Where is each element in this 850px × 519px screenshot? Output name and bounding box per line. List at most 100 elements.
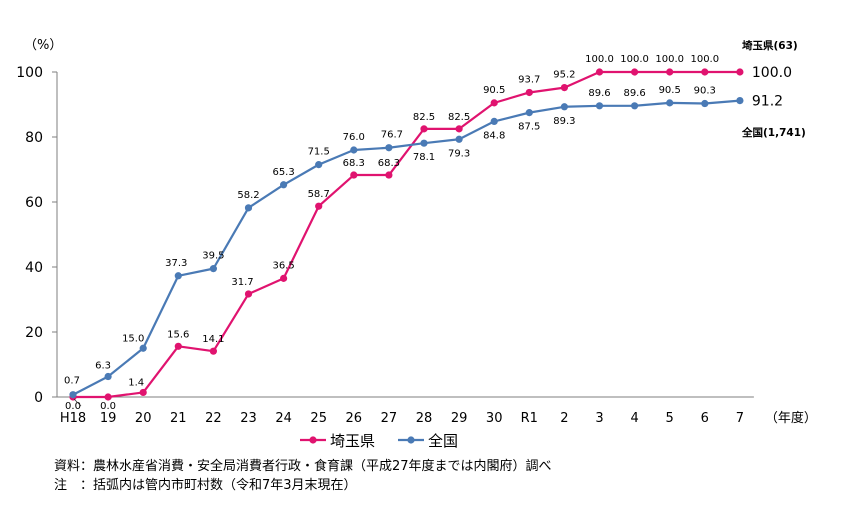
series-line-1 [72,99,740,396]
y-tick-label: 40 [25,260,43,276]
data-label: 36.5 [272,260,294,271]
data-label: 100.0 [585,54,614,65]
data-point [666,68,674,76]
data-label: 78.1 [413,152,435,163]
data-label: 84.8 [483,130,505,141]
data-point [736,97,744,105]
x-tick-label: 28 [416,411,433,426]
data-point [69,391,77,399]
data-point [701,68,709,76]
data-point [174,342,182,350]
data-point [385,144,393,152]
data-label: 76.7 [381,130,403,141]
data-label: 1.4 [128,377,144,388]
data-point [139,344,147,352]
axes [52,71,754,398]
data-point [525,88,533,97]
data-point [280,274,288,282]
series-line-0 [73,70,740,399]
data-point [560,84,569,92]
data-label: 100.0 [655,54,684,65]
data-point [280,181,288,189]
x-tick-label: 5 [666,411,674,426]
data-label: 15.0 [122,333,144,344]
data-point [244,290,253,298]
data-label: 100.0 [690,54,719,65]
data-point [315,161,323,169]
data-label: 82.5 [413,112,435,123]
legend-label: 全国 [428,432,458,450]
x-tick-label: 24 [275,411,292,426]
x-tick-label: 22 [205,411,222,426]
data-label: 82.5 [448,112,470,123]
data-point [631,102,639,110]
data-label: 68.3 [378,158,400,169]
data-label: 6.3 [95,361,111,372]
data-point [104,393,112,401]
x-tick-label: 30 [486,411,503,426]
data-label: 87.5 [518,122,540,133]
data-label: 31.7 [231,277,253,288]
legend-label: 埼玉県 [330,432,375,450]
x-tick-label: R1 [521,411,538,426]
data-label: 90.5 [659,85,681,96]
data-point [736,68,744,76]
legend-marker [309,436,317,444]
source-note: 資料：農林水産省消費・安全局消費者行政・食育課（平成27年度までは内閣府）調べ [54,459,552,474]
data-point [420,139,428,147]
series-end-label: 全国(1,741) [741,126,806,139]
legend: 埼玉県 全国 [300,432,458,450]
x-unit-label: （年度） [765,410,817,426]
x-tick-label: 4 [630,411,638,426]
data-label: 95.2 [553,70,575,81]
data-label: 37.3 [165,258,187,269]
data-label: 58.7 [308,189,330,200]
data-point [420,125,428,133]
data-point [595,102,604,110]
data-label: 65.3 [272,167,294,178]
data-label: 76.0 [343,132,365,143]
data-point [455,135,463,143]
x-tick-label: 26 [346,411,363,426]
data-labels: 0.0 0.0 1.4 15.6 14.1 31.7 36.5 58.7 68.3 68.3 82.… [64,39,806,412]
x-tick-label: 21 [170,411,187,426]
x-tick-label: 23 [240,411,257,426]
y-tick-label: 100 [16,65,43,81]
data-point [209,265,217,273]
x-tick-label: 25 [310,411,327,426]
x-tick-label: 27 [381,411,398,426]
data-label: 89.6 [623,88,645,99]
data-label: 79.3 [448,148,470,159]
data-point [666,99,674,107]
data-label: 0.0 [100,401,116,412]
data-label: 58.2 [237,190,259,201]
end-value-label: 100.0 [752,65,792,81]
data-label: 71.5 [308,147,330,158]
x-tick-label: 2 [560,411,568,426]
data-label: 0.0 [65,401,81,412]
data-point [209,347,217,355]
data-point [455,125,463,133]
x-tick-label: 20 [135,411,152,426]
data-point [490,117,498,125]
data-label: 93.7 [518,74,540,85]
x-tick-label: 29 [451,411,468,426]
data-point [350,146,358,154]
data-label: 39.5 [202,251,224,262]
data-point [385,171,393,179]
data-point [244,204,253,212]
data-point [595,68,604,76]
data-point [350,171,358,179]
data-label: 68.3 [343,158,365,169]
data-label: 0.7 [64,376,80,387]
data-point [490,99,498,107]
x-tick-label: H18 [60,411,86,426]
data-label: 90.3 [694,86,716,97]
notes: 資料：農林水産省消費・安全局消費者行政・食育課（平成27年度までは内閣府）調べ … [54,457,552,495]
x-tick-label: 19 [100,411,117,426]
data-point [560,103,569,111]
data-label: 89.3 [553,116,575,127]
data-label: 90.5 [483,85,505,96]
data-point [315,202,323,210]
data-label: 100.0 [620,54,649,65]
